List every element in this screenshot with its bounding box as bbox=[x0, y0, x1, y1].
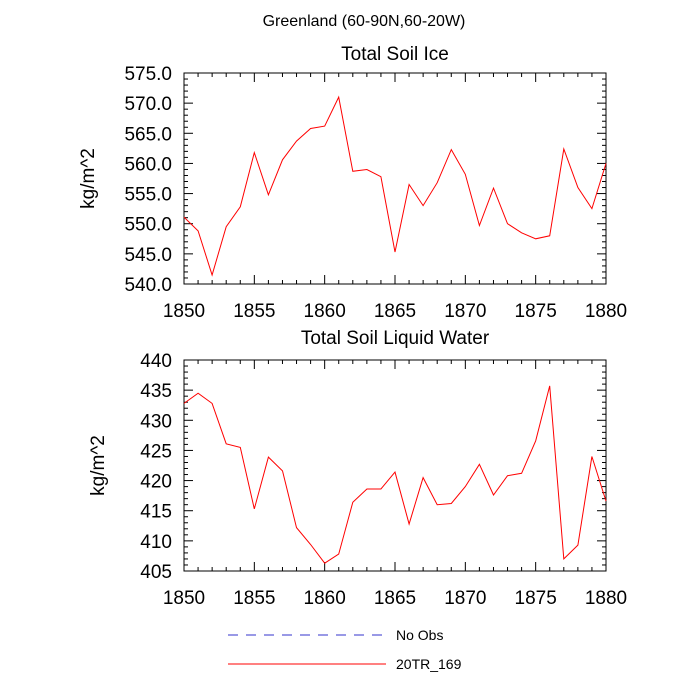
y-tick-label: 435 bbox=[140, 381, 172, 402]
y-tick-label: 560.0 bbox=[124, 154, 172, 175]
panel-total-soil-ice: Total Soil Ice kg/m^2 1850 1855 1860 1865 1870… bbox=[78, 44, 627, 322]
x-tick-label: 1850 bbox=[163, 588, 205, 609]
x-tick-label: 1875 bbox=[515, 301, 557, 322]
y-tick-label: 410 bbox=[140, 532, 172, 553]
y-tick-label: 550.0 bbox=[124, 215, 172, 236]
y-tick-label: 555.0 bbox=[124, 185, 172, 206]
y-tick-label: 430 bbox=[140, 411, 172, 432]
x-tick-label: 1855 bbox=[233, 588, 275, 609]
y-tick-label: 420 bbox=[140, 472, 172, 493]
y-axis-label: kg/m^2 bbox=[88, 435, 109, 496]
y-tick-label: 405 bbox=[140, 562, 172, 583]
y-tick-label: 545.0 bbox=[124, 245, 172, 266]
legend: No Obs 20TR_169 bbox=[228, 627, 462, 672]
x-tick-label: 1865 bbox=[374, 301, 416, 322]
y-tick-label: 540.0 bbox=[124, 275, 172, 296]
y-tick-label: 575.0 bbox=[124, 64, 172, 85]
series-line-20tr-169 bbox=[183, 95, 607, 277]
panel-total-soil-liquid-water: Total Soil Liquid Water kg/m^2 1850 1855 186… bbox=[88, 328, 627, 609]
x-tick-label: 1855 bbox=[233, 301, 275, 322]
legend-label-20tr-169: 20TR_169 bbox=[396, 656, 462, 672]
figure-suptitle: Greenland (60-90N,60-20W) bbox=[263, 13, 466, 30]
panel-title: Total Soil Ice bbox=[341, 44, 449, 65]
legend-label-no-obs: No Obs bbox=[396, 627, 443, 643]
x-tick-label: 1850 bbox=[163, 301, 205, 322]
y-tick-label: 425 bbox=[140, 441, 172, 462]
y-tick-label: 565.0 bbox=[124, 124, 172, 145]
x-tick-label: 1880 bbox=[585, 301, 627, 322]
x-tick-label: 1870 bbox=[444, 301, 486, 322]
y-axis-label: kg/m^2 bbox=[78, 148, 99, 209]
y-tick-label: 570.0 bbox=[124, 94, 172, 115]
plot-frame bbox=[183, 359, 607, 572]
panel-title: Total Soil Liquid Water bbox=[301, 328, 490, 349]
x-tick-label: 1865 bbox=[374, 588, 416, 609]
y-tick-label: 415 bbox=[140, 502, 172, 523]
x-tick-label: 1875 bbox=[515, 588, 557, 609]
x-tick-label: 1860 bbox=[304, 588, 346, 609]
x-tick-label: 1870 bbox=[444, 588, 486, 609]
x-tick-label: 1860 bbox=[304, 301, 346, 322]
x-tick-label: 1880 bbox=[585, 588, 627, 609]
y-tick-label: 440 bbox=[140, 351, 172, 372]
series-line-20tr-169 bbox=[183, 385, 607, 564]
